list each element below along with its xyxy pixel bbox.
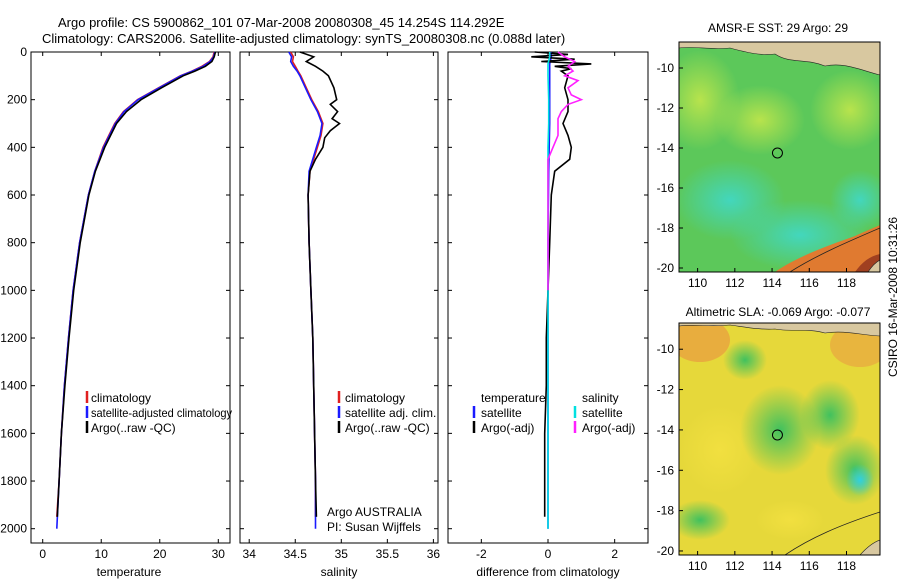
legend-title-temperature: temperature <box>481 391 546 405</box>
temperature-xlabel: temperature <box>97 565 162 579</box>
x-tick-label: 35.5 <box>376 547 400 561</box>
map-y-tick-label: -14 <box>657 141 675 155</box>
plot-frame <box>30 51 231 544</box>
y-tick-label: 200 <box>7 93 27 107</box>
figure-title-line1: Argo profile: CS 5900862_101 07-Mar-2008… <box>58 15 505 30</box>
temperature-axes: 0 10 20 30 0 200 400 600 800 1000 1200 1400 1600 1800… <box>0 45 231 561</box>
sst-argo-location-marker <box>771 147 783 159</box>
x-tick-label: 0 <box>545 547 552 561</box>
sst-map-title: AMSR-E SST: 29 Argo: 29 <box>708 21 848 35</box>
legend-label-temp-argo: Argo(-adj) <box>481 421 534 435</box>
map-y-tick-label: -14 <box>657 423 675 437</box>
sst-warm-south <box>775 225 880 272</box>
x-tick-label: 2 <box>611 547 618 561</box>
series-line-argo-raw-qc- <box>299 51 341 517</box>
legend-label-climatology: climatology <box>345 391 405 405</box>
annotation-argo-australia: Argo AUSTRALIA <box>327 505 422 519</box>
sst-map-ticks: 110 112 114 116 118 -10 -12 -14 -16 -18 -20 <box>657 61 857 290</box>
x-tick-label: 0 <box>39 547 46 561</box>
difference-axes: -2 0 2 <box>447 51 649 561</box>
temperature-legend: climatology satellite-adjusted climatolo… <box>85 391 232 435</box>
figure-title-line2: Climatology: CARS2006. Satellite-adjuste… <box>42 31 565 46</box>
x-tick-label: 34 <box>243 547 257 561</box>
difference-xlabel: difference from climatology <box>476 565 619 579</box>
map-y-tick-label: -12 <box>657 101 675 115</box>
map-y-tick-label: -16 <box>657 463 675 477</box>
x-tick-label: 10 <box>95 547 109 561</box>
map-x-tick-label: 118 <box>837 559 856 573</box>
salinity-legend: climatology satellite adj. clim. Argo(..… <box>337 391 436 435</box>
x-tick-label: 34.5 <box>284 547 308 561</box>
y-tick-label: 1200 <box>0 331 27 345</box>
y-tick-label: 600 <box>7 188 27 202</box>
y-tick-label: 400 <box>7 140 27 154</box>
creation-timestamp: CSIRO 16-Mar-2008 10:31:26 <box>886 217 900 377</box>
map-x-tick-label: 112 <box>725 276 744 290</box>
legend-title-salinity: salinity <box>582 391 619 405</box>
legend-label-argo: Argo(..raw -QC) <box>91 421 176 435</box>
map-x-tick-label: 116 <box>800 276 819 290</box>
map-y-tick-label: -20 <box>657 544 675 558</box>
x-tick-label: -2 <box>476 547 487 561</box>
sla-argo-location-marker <box>771 429 783 441</box>
map-x-tick-label: 110 <box>688 276 707 290</box>
map-y-tick-label: -20 <box>657 261 675 275</box>
legend-label-temp-satellite: satellite <box>481 406 522 420</box>
map-x-tick-label: 116 <box>800 559 819 573</box>
y-tick-label: 1600 <box>0 426 27 440</box>
map-y-tick-label: -18 <box>657 221 675 235</box>
series-line-temperature-argo-adj- <box>531 51 592 517</box>
salinity-xlabel: salinity <box>321 565 358 579</box>
plot-frame <box>239 51 439 544</box>
legend-label-argo: Argo(..raw -QC) <box>345 421 430 435</box>
x-tick-label: 20 <box>153 547 167 561</box>
map-x-tick-label: 114 <box>762 276 781 290</box>
x-tick-label: 30 <box>212 547 226 561</box>
y-tick-label: 800 <box>7 236 27 250</box>
annotation-pi: PI: Susan Wijffels <box>327 520 421 534</box>
map-y-tick-label: -12 <box>657 383 675 397</box>
map-y-tick-label: -18 <box>657 504 675 518</box>
map-y-tick-label: -16 <box>657 181 675 195</box>
map-y-tick-label: -10 <box>657 61 675 75</box>
series-line-salinity-satellite <box>547 52 551 529</box>
sst-coastline-north <box>679 42 880 76</box>
map-x-tick-label: 112 <box>725 559 744 573</box>
sst-map-field <box>679 42 880 272</box>
map-y-tick-label: -10 <box>657 342 675 356</box>
y-tick-label: 1800 <box>0 474 27 488</box>
legend-label-sal-satellite: satellite <box>582 406 623 420</box>
legend-label-satellite-adj: satellite adj. clim. <box>345 406 436 420</box>
y-tick-label: 2000 <box>0 522 27 536</box>
map-x-tick-label: 118 <box>837 276 856 290</box>
sst-map-frame <box>678 41 881 273</box>
x-tick-label: 36 <box>427 547 441 561</box>
legend-label-satellite-adjusted: satellite-adjusted climatology <box>91 406 232 420</box>
series-line-salinity-argo-adj- <box>547 51 584 291</box>
series-line-argo-raw-qc- <box>56 51 217 517</box>
salinity-axes: 34 34.5 35 35.5 36 <box>239 51 441 561</box>
legend-label-climatology: climatology <box>91 391 151 405</box>
sla-map-field <box>679 323 880 555</box>
y-tick-label: 0 <box>20 45 27 59</box>
difference-legend: temperature satellite Argo(-adj) salinit… <box>472 391 635 435</box>
map-x-tick-label: 110 <box>688 559 707 573</box>
sla-map-title: Altimetric SLA: -0.069 Argo: -0.077 <box>686 305 871 319</box>
sla-coastline-north <box>679 323 880 337</box>
sla-map-frame <box>678 322 881 556</box>
sla-map-ticks: 110 112 114 116 118 -10 -12 -14 -16 -18 -20 <box>657 342 857 573</box>
y-tick-label: 1400 <box>0 379 27 393</box>
x-tick-label: 35 <box>335 547 349 561</box>
legend-label-sal-argo: Argo(-adj) <box>582 421 635 435</box>
map-x-tick-label: 114 <box>762 559 781 573</box>
y-tick-label: 1000 <box>0 283 27 297</box>
